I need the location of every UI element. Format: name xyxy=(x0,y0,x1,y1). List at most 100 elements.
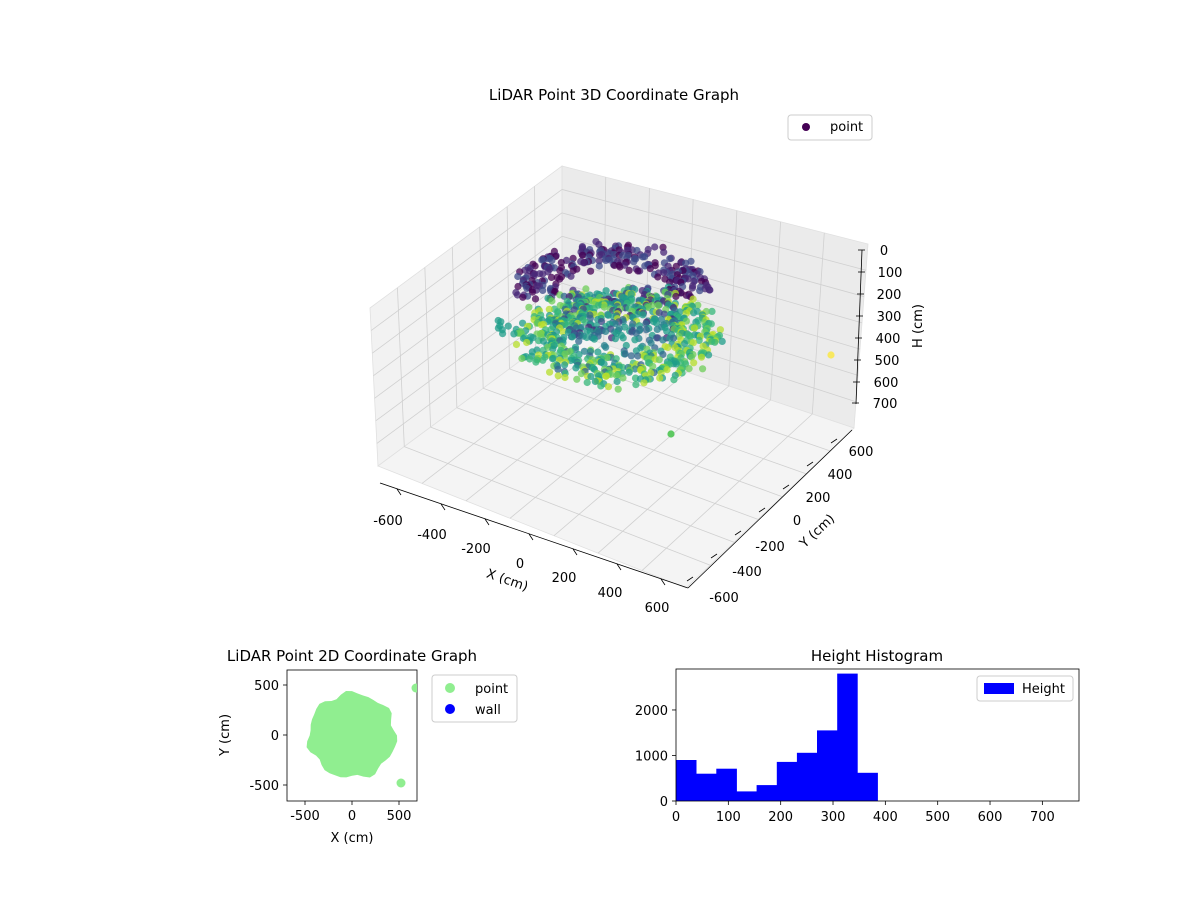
cloud-point xyxy=(647,369,655,377)
y2d-tick-2: 500 xyxy=(254,679,287,694)
cloud-point xyxy=(597,382,605,390)
svg-text:600: 600 xyxy=(849,445,874,460)
cloud-point xyxy=(690,324,699,332)
cloud-point xyxy=(528,288,537,296)
svg-text:0: 0 xyxy=(516,557,524,572)
cloud-point xyxy=(670,376,678,384)
legend-2d-point-marker xyxy=(445,683,455,693)
gridline xyxy=(370,189,563,331)
chart-2d: LiDAR Point 2D Coordinate Graph -500 0 5… xyxy=(218,647,518,846)
cloud-point xyxy=(614,385,622,393)
gridline xyxy=(479,226,484,389)
cloud-point xyxy=(680,340,689,348)
cloud-point xyxy=(660,248,668,256)
legend-histogram-label: Height xyxy=(1022,682,1065,697)
chart-2d-x-label: X (cm) xyxy=(331,831,374,846)
z-tick-3: 300 xyxy=(856,310,901,325)
y-tick-1: -400 xyxy=(710,553,762,580)
hist-x-tick: 400 xyxy=(873,801,898,825)
cloud-point xyxy=(579,251,587,259)
cloud-point xyxy=(659,350,667,359)
z-axis-ticks: 0 100 200 300 400 500 600 700 xyxy=(852,244,902,412)
gridline xyxy=(506,206,510,369)
z-tick-6: 600 xyxy=(853,376,898,391)
cloud-point xyxy=(602,372,610,380)
gridline xyxy=(509,371,688,519)
gridline xyxy=(561,212,865,297)
cloud-point xyxy=(548,256,556,264)
cloud-point xyxy=(630,258,638,266)
legend-2d: point wall xyxy=(431,674,518,723)
x-tick-6: 600 xyxy=(645,578,669,616)
cloud-point xyxy=(616,263,624,271)
chart-3d-panes xyxy=(369,165,869,589)
cloud-point xyxy=(546,368,554,376)
cloud-point xyxy=(549,345,557,353)
x2d-tick-2: 500 xyxy=(387,801,411,824)
y-axis-line xyxy=(687,429,853,589)
cloud-point xyxy=(569,267,577,275)
cloud-point xyxy=(568,333,576,341)
hist-x-tick: 100 xyxy=(716,801,741,825)
histogram-bar xyxy=(776,761,798,801)
histogram-bar xyxy=(817,730,838,801)
cloud-point xyxy=(514,282,522,291)
legend-2d-wall-label: wall xyxy=(475,703,501,718)
cloud-point xyxy=(697,353,706,361)
cloud-point xyxy=(619,374,627,382)
cloud-point xyxy=(557,258,565,267)
cloud-point xyxy=(659,336,667,344)
cloud-point xyxy=(519,293,527,301)
cloud-point xyxy=(631,336,639,344)
svg-text:600: 600 xyxy=(874,376,899,391)
cloud-point xyxy=(573,375,581,383)
histogram-bar xyxy=(716,768,737,801)
outlier-point-low xyxy=(667,430,675,438)
cloud-point xyxy=(625,368,633,376)
cloud-point xyxy=(580,259,588,267)
chart-2d-y-label: Y (cm) xyxy=(218,714,233,757)
histogram-y-ticks: 0 1000 2000 xyxy=(635,704,676,810)
svg-text:400: 400 xyxy=(598,586,623,601)
cloud-point xyxy=(660,310,668,318)
svg-text:0: 0 xyxy=(672,810,680,825)
y-tick-4: 200 xyxy=(782,484,830,506)
cloud-point xyxy=(654,301,663,310)
cloud-point xyxy=(682,259,690,267)
cloud-point xyxy=(653,325,661,333)
svg-text:0: 0 xyxy=(348,809,356,824)
histogram-bar xyxy=(676,760,697,801)
cloud-point xyxy=(587,267,595,275)
cloud-point xyxy=(694,301,702,309)
cloud-point xyxy=(625,266,633,274)
gridline xyxy=(641,413,813,571)
cloud-point xyxy=(600,360,608,368)
gridline xyxy=(372,212,563,354)
cloud-point xyxy=(561,373,569,382)
svg-text:200: 200 xyxy=(552,571,577,586)
z-tick-1: 100 xyxy=(858,266,902,281)
cloud-point xyxy=(718,337,726,345)
chart-3d-title: LiDAR Point 3D Coordinate Graph xyxy=(489,86,739,104)
hist-x-tick: 0 xyxy=(672,801,680,825)
cloud-point xyxy=(583,378,591,387)
histogram-bar xyxy=(796,752,818,801)
cloud-point xyxy=(611,335,620,343)
cloud-point xyxy=(554,372,562,380)
cloud-point xyxy=(611,320,619,328)
cloud-point xyxy=(641,262,649,270)
svg-text:-500: -500 xyxy=(290,809,320,824)
cloud-point xyxy=(688,284,697,292)
cloud-point xyxy=(639,311,647,319)
cloud-point xyxy=(556,267,564,275)
z-axis-line xyxy=(855,249,863,405)
legend-histogram: Height xyxy=(976,675,1074,702)
cloud-point xyxy=(602,256,610,264)
cloud-point xyxy=(587,372,595,381)
svg-text:0: 0 xyxy=(793,514,801,529)
y-tick-3: 0 xyxy=(758,507,801,529)
gridline xyxy=(404,446,711,566)
cloud-point xyxy=(531,295,540,303)
cloud-point xyxy=(634,267,642,275)
cloud-point xyxy=(554,365,562,373)
